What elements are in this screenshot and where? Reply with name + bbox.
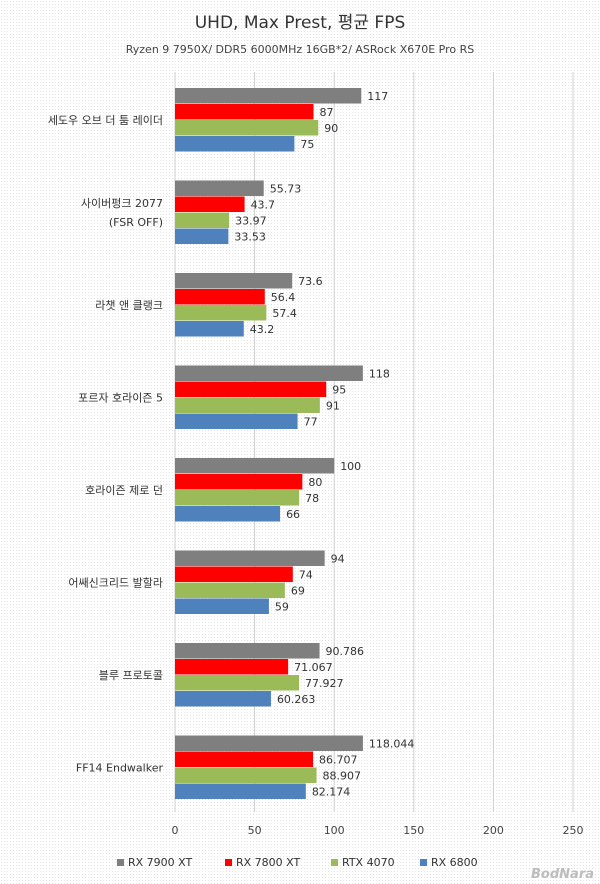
bar: [175, 365, 363, 381]
data-label: 57.4: [272, 307, 297, 320]
data-label: 80: [308, 476, 322, 489]
data-label: 86.707: [319, 753, 358, 766]
x-axis: 0 50 100 150 200 250: [172, 824, 584, 837]
data-label: 118.044: [369, 737, 415, 750]
bar: [175, 474, 303, 490]
data-label: 88.907: [323, 769, 362, 782]
data-label: 33.97: [235, 214, 267, 227]
bar: [175, 321, 244, 337]
bar: [175, 212, 230, 228]
data-label: 43.7: [251, 198, 276, 211]
legend-label: RX 7800 XT: [236, 856, 301, 869]
legend-label: RX 6800: [431, 856, 478, 869]
data-label: 74: [299, 568, 313, 581]
data-label: 73.6: [298, 275, 323, 288]
bar: [175, 289, 265, 305]
data-label: 55.73: [270, 182, 302, 195]
bar: [175, 751, 314, 767]
legend-swatch: [225, 859, 232, 866]
bar: [175, 88, 362, 104]
data-label: 77.927: [305, 677, 344, 690]
bar: [175, 228, 229, 244]
category-label: 호라이즌 제로 던: [85, 484, 163, 497]
data-label: 75: [300, 138, 314, 151]
data-label: 78: [305, 492, 319, 505]
category-label: 세도우 오브 더 툼 레이더: [48, 114, 163, 127]
bar: [175, 675, 300, 691]
data-label: 56.4: [271, 291, 296, 304]
category-label: FF14 Endwalker: [76, 762, 164, 775]
x-tick-label: 200: [483, 824, 504, 837]
bar: [175, 643, 320, 659]
data-label: 90: [324, 122, 338, 135]
data-label: 87: [320, 106, 334, 119]
bar: [175, 735, 363, 751]
bar: [175, 381, 327, 397]
bar: [175, 196, 245, 212]
data-label: 117: [367, 90, 388, 103]
data-label: 60.263: [277, 693, 316, 706]
data-label: 90.786: [326, 645, 365, 658]
data-label: 94: [331, 552, 345, 565]
x-tick-label: 100: [324, 824, 345, 837]
chart-subtitle: Ryzen 9 7950X/ DDR5 6000MHz 16GB*2/ ASRo…: [126, 43, 475, 56]
category-label: 포르자 호라이즌 5: [78, 392, 163, 405]
bar: [175, 490, 300, 506]
data-label: 33.53: [234, 230, 266, 243]
category-label: 어쌔신크리드 발할라: [68, 577, 163, 590]
bar: [175, 566, 293, 582]
bar: [175, 104, 314, 120]
data-label: 91: [326, 399, 340, 412]
bar: [175, 506, 281, 522]
bar: [175, 659, 289, 675]
legend-swatch: [420, 859, 427, 866]
bar: [175, 582, 285, 598]
bar: [175, 305, 267, 321]
bar: [175, 691, 271, 707]
category-label: 라챗 앤 클랭크: [95, 298, 163, 312]
data-label: 66: [286, 508, 300, 521]
category-label: 블루 프로토콜: [99, 669, 163, 682]
data-label: 71.067: [294, 661, 333, 674]
bar: [175, 180, 264, 196]
data-label: 69: [291, 584, 305, 597]
bar: [175, 136, 295, 152]
legend-swatch: [331, 859, 338, 866]
bar: [175, 397, 320, 413]
data-label: 118: [369, 367, 390, 380]
bar: [175, 767, 317, 783]
bar: [175, 550, 325, 566]
bar: [175, 120, 319, 136]
bar: [175, 598, 269, 614]
bar: [175, 273, 293, 289]
data-label: 82.174: [312, 785, 351, 798]
legend: RX 7900 XT RX 7800 XT RTX 4070 RX 6800: [117, 856, 478, 869]
legend-swatch: [117, 859, 124, 866]
bar: [175, 783, 306, 799]
x-tick-label: 250: [563, 824, 584, 837]
data-label: 43.2: [250, 323, 275, 336]
bar: [175, 458, 335, 474]
category-label: 사이버펑크 2077: [81, 197, 163, 210]
x-tick-label: 150: [403, 824, 424, 837]
data-label: 59: [275, 600, 289, 613]
data-label: 77: [304, 415, 318, 428]
chart-title: UHD, Max Prest, 평균 FPS: [195, 13, 406, 33]
bar-area: 117 87 90 75 55.73 43.7 33.97 33.53 73.656.4 57.4…: [175, 88, 414, 799]
bar: [175, 413, 298, 429]
data-label: 95: [332, 383, 346, 396]
data-label: 100: [340, 460, 361, 473]
category-label: (FSR OFF): [109, 216, 163, 229]
watermark: BodNara: [531, 867, 594, 882]
x-tick-label: 0: [172, 824, 179, 837]
legend-label: RTX 4070: [342, 856, 395, 869]
legend-label: RX 7900 XT: [128, 856, 193, 869]
x-tick-label: 50: [248, 824, 262, 837]
